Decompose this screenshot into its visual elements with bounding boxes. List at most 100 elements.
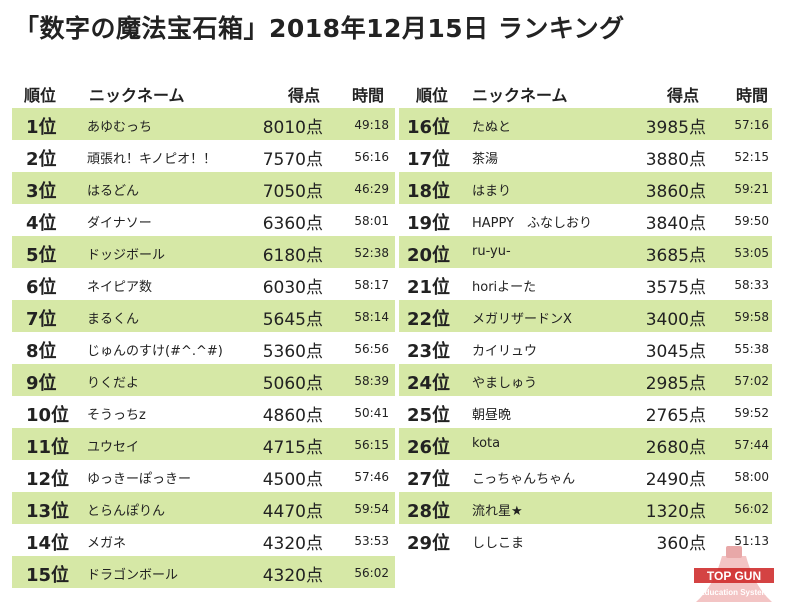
table-row: 6位 ネイピア数 6030点 58:17 [12,268,395,300]
logo-line2: Education System [699,588,768,597]
time-cell: 57:02 [734,374,769,388]
time-cell: 57:16 [734,118,769,132]
time-cell: 56:15 [354,438,389,452]
nickname-cell: メガリザードンX [472,312,572,327]
score-cell: 6180点 [262,246,323,266]
nickname-cell: とらんぽりん [87,504,166,519]
score-cell: 4320点 [262,534,323,554]
nickname-cell: ru-yu- [472,244,511,259]
nickname-cell: カイリュウ [472,344,538,359]
score-cell: 5060点 [262,374,323,394]
rank-cell: 14位 [26,533,70,554]
table-row: 18位 はまり 3860点 59:21 [399,172,772,204]
time-cell: 59:58 [734,310,769,324]
rank-cell: 1位 [26,117,57,138]
logo-line1: TOP GUN [707,569,761,583]
nickname-cell: やましゅう [472,376,538,391]
table-row: 28位 流れ星★ 1320点 56:02 [399,492,772,524]
rank-cell: 3位 [26,181,57,202]
rank-cell: 4位 [26,213,57,234]
time-cell: 57:44 [734,438,769,452]
rank-cell: 12位 [26,469,70,490]
score-cell: 4500点 [262,470,323,490]
time-cell: 56:16 [354,150,389,164]
score-cell: 2680点 [645,438,706,458]
header-name: ニックネーム [89,86,185,105]
nickname-cell: 茶湯 [472,152,499,167]
rank-cell: 29位 [407,533,451,554]
time-cell: 56:02 [354,566,389,580]
nickname-cell: horiよーた [472,280,537,295]
score-cell: 4320点 [262,566,323,586]
score-cell: 3860点 [645,182,706,202]
time-cell: 57:46 [354,470,389,484]
time-cell: 58:33 [734,278,769,292]
score-cell: 6030点 [262,278,323,298]
time-cell: 58:01 [354,214,389,228]
nickname-cell: ししこま [472,536,525,551]
nickname-cell: メガネ [87,536,127,551]
rank-cell: 20位 [407,245,451,266]
time-cell: 58:39 [354,374,389,388]
nickname-cell: ネイピア数 [87,280,153,295]
nickname-cell: りくだよ [87,376,140,391]
table-row: 19位 HAPPY ふなしおり 3840点 59:50 [399,204,772,236]
rank-cell: 28位 [407,501,451,522]
nickname-cell: ドラゴンボール [87,568,179,583]
table-row: 25位 朝昼晩 2765点 59:52 [399,396,772,428]
table-row: 17位 茶湯 3880点 52:15 [399,140,772,172]
rank-cell: 25位 [407,405,451,426]
nickname-cell: あゆむっち [87,120,153,135]
nickname-cell: kota [472,436,501,451]
ranking-rows-left: 1位 あゆむっち 8010点 49:18 2位 頑張れ！キノピオ！！ 7570点 56:16 3… [12,108,395,588]
nickname-cell: ダイナソー [87,216,152,231]
header-time: 時間 [352,86,385,105]
header-rank: 順位 [416,86,449,105]
header-name: ニックネーム [472,86,568,105]
table-row: 24位 やましゅう 2985点 57:02 [399,364,772,396]
score-cell: 1320点 [645,502,706,522]
rank-cell: 24位 [407,373,451,394]
table-row: 2位 頑張れ！キノピオ！！ 7570点 56:16 [12,140,395,172]
table-row: 16位 たぬと 3985点 57:16 [399,108,772,140]
nickname-cell: まるくん [87,312,140,327]
time-cell: 56:56 [354,342,389,356]
table-row: 20位 ru-yu- 3685点 53:05 [399,236,772,268]
time-cell: 58:17 [354,278,389,292]
rank-cell: 27位 [407,469,451,490]
table-header: 順位 ニックネーム 得点 時間 [399,80,772,108]
time-cell: 59:50 [734,214,769,228]
nickname-cell: はるどん [87,184,140,199]
score-cell: 3575点 [645,278,706,298]
table-row: 1位 あゆむっち 8010点 49:18 [12,108,395,140]
nickname-cell: たぬと [472,120,512,135]
table-row: 15位 ドラゴンボール 4320点 56:02 [12,556,395,588]
ranking-column-left: 順位 ニックネーム 得点 時間 1位 あゆむっち 8010点 49:18 2位 頑張れ！キ… [12,80,395,588]
nickname-cell: ユウセイ [87,440,140,455]
time-cell: 50:41 [354,406,389,420]
header-rank: 順位 [24,86,57,105]
nickname-cell: 頑張れ！キノピオ！！ [87,152,217,167]
nickname-cell: こっちゃんちゃん [472,472,576,487]
table-row: 5位 ドッジボール 6180点 52:38 [12,236,395,268]
score-cell: 2490点 [645,470,706,490]
header-score: 得点 [288,86,321,105]
score-cell: 3045点 [645,342,706,362]
table-row: 4位 ダイナソー 6360点 58:01 [12,204,395,236]
rank-cell: 10位 [26,405,70,426]
table-row: 23位 カイリュウ 3045点 55:38 [399,332,772,364]
rank-cell: 18位 [407,181,451,202]
score-cell: 3685点 [645,246,706,266]
time-cell: 58:14 [354,310,389,324]
rank-cell: 23位 [407,341,451,362]
table-row: 3位 はるどん 7050点 46:29 [12,172,395,204]
rank-cell: 2位 [26,149,57,170]
table-row: 13位 とらんぽりん 4470点 59:54 [12,492,395,524]
table-row: 21位 horiよーた 3575点 58:33 [399,268,772,300]
rank-cell: 16位 [407,117,451,138]
rank-cell: 21位 [407,277,451,298]
header-score: 得点 [667,86,700,105]
table-row: 7位 まるくん 5645点 58:14 [12,300,395,332]
score-cell: 6360点 [262,214,323,234]
score-cell: 5645点 [262,310,323,330]
